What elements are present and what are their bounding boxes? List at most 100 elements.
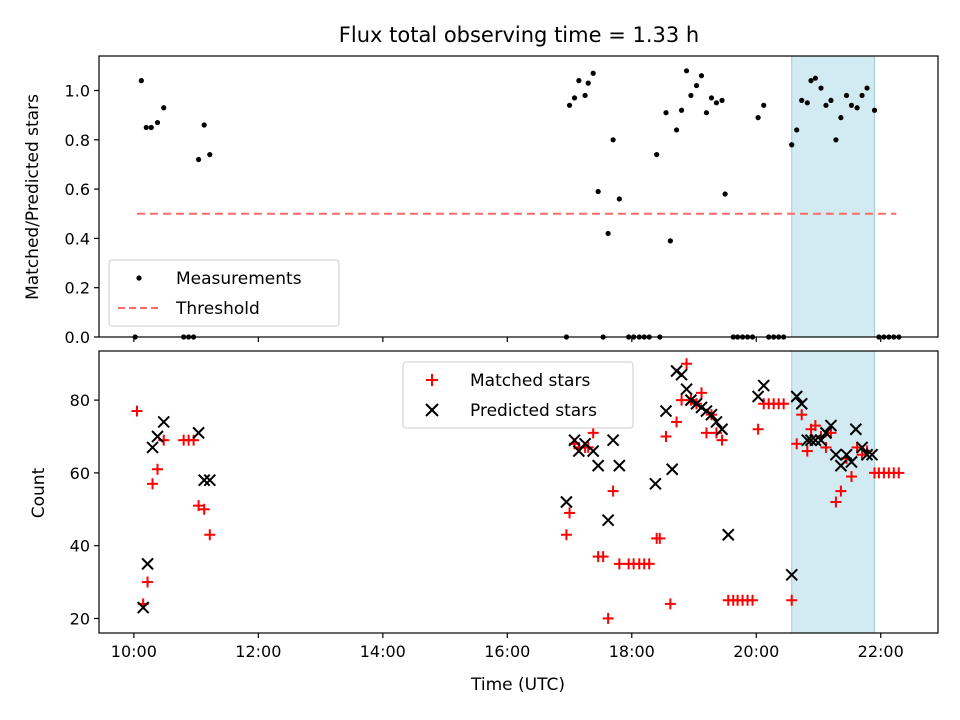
count-points: [131, 358, 905, 624]
predicted-star-point: [560, 495, 573, 509]
y-tick-label: 80: [70, 391, 90, 410]
y-tick-label: 1.0: [65, 82, 90, 101]
predicted-star-point: [795, 397, 808, 410]
predicted-star-point: [715, 423, 729, 436]
predicted-star-point: [675, 368, 688, 381]
bottom-x-ticks: 10:00 12:00 14:00 16:00 18:00 20:00 22:00: [111, 633, 904, 661]
matched-star-point: [716, 434, 728, 446]
matched-star-point: [204, 529, 216, 541]
predicted-star-point: [814, 433, 828, 447]
measurement-point: [854, 105, 860, 111]
predicted-star-point: [613, 459, 626, 472]
y-tick-label: 0.2: [65, 279, 90, 298]
matched-star-point: [152, 463, 164, 475]
measurement-point: [693, 82, 700, 89]
top-x-ticks: [133, 337, 882, 342]
x-tick-label: 12:00: [235, 642, 281, 661]
top-y-axis-label: Matched/Predicted stars: [23, 94, 43, 300]
matched-star-point: [835, 485, 847, 497]
legend-predicted-label: Predicted stars: [470, 401, 597, 421]
predicted-star-point: [849, 423, 863, 436]
measurement-point: [663, 110, 669, 116]
matched-star-point: [710, 427, 722, 439]
measurement-point: [566, 102, 573, 108]
y-tick-label: 60: [70, 464, 90, 483]
matched-star-point: [654, 532, 666, 544]
predicted-star-point: [601, 513, 615, 527]
bottom-legend: Matched stars Predicted stars: [402, 361, 634, 429]
bottom-panel: 10:00 12:00 14:00 16:00 18:00 20:00 22:00 20 40…: [29, 350, 939, 695]
predicted-star-point: [649, 477, 662, 491]
matched-star-point: [700, 427, 712, 439]
bottom-highlight-span: [791, 350, 876, 634]
predicted-star-point: [834, 459, 848, 472]
measurement-point: [195, 156, 202, 163]
predicted-star-point: [824, 419, 838, 432]
top-axes-frame: [98, 55, 939, 338]
measurement-point: [595, 188, 601, 195]
legend-measurements-marker: [136, 275, 142, 281]
bottom-legend-frame: [402, 361, 634, 429]
matched-star-point: [747, 594, 759, 606]
legend-predicted-marker: [425, 403, 439, 417]
measurement-point: [799, 97, 805, 103]
measurement-point: [673, 127, 680, 133]
x-tick-label: 20:00: [733, 642, 779, 661]
matched-star-point: [778, 398, 790, 410]
bottom-y-axis-label: Count: [29, 467, 49, 518]
predicted-star-point: [666, 463, 679, 476]
predicted-star-point: [785, 568, 798, 581]
measurement-point: [719, 97, 725, 103]
measurement-point: [864, 85, 870, 91]
measurement-point: [138, 78, 144, 84]
measurement-point: [148, 124, 154, 131]
x-tick-label: 14:00: [360, 642, 406, 661]
predicted-star-point: [829, 448, 843, 461]
predicted-star-point: [197, 473, 211, 487]
matched-star-point: [791, 438, 803, 450]
matched-star-point: [602, 612, 614, 624]
measurement-point: [143, 124, 149, 131]
measurement-point: [812, 75, 818, 81]
matched-star-point: [681, 358, 693, 370]
measurement-point: [789, 142, 795, 148]
predicted-star-point: [710, 415, 723, 429]
measurement-point: [708, 95, 715, 101]
x-tick-label: 22:00: [858, 642, 904, 661]
measurement-point: [207, 151, 213, 158]
predicted-star-point: [606, 433, 620, 447]
measurement-point: [154, 119, 161, 126]
predicted-star-point: [751, 390, 765, 403]
predicted-star-point: [586, 444, 600, 458]
measurement-point: [582, 92, 588, 99]
matched-star-point: [830, 496, 842, 508]
matched-star-point: [695, 387, 707, 399]
measurement-point: [871, 107, 878, 113]
predicted-star-point: [684, 393, 698, 407]
measurement-point: [571, 95, 578, 101]
top-legend: Measurements Threshold: [108, 259, 340, 327]
legend-matched-label: Matched stars: [470, 371, 590, 391]
measurement-point: [833, 137, 839, 143]
predicted-star-point: [157, 415, 170, 429]
predicted-star-point: [705, 408, 718, 421]
matched-star-point: [597, 551, 609, 563]
measurement-point: [667, 238, 673, 244]
highlight-span-rect: [791, 55, 876, 338]
predicted-star-point: [819, 426, 833, 440]
measurement-point: [683, 68, 690, 74]
predicted-star-point: [568, 433, 581, 447]
predicted-star-point: [659, 404, 673, 418]
measurement-point: [703, 110, 710, 116]
matched-star-point: [142, 576, 154, 588]
top-panel: 0.0 0.2 0.4 0.6 0.8 1.0 Matched/Predicted sta…: [23, 55, 939, 347]
predicted-star-point: [804, 433, 818, 447]
measurement-point: [823, 102, 829, 108]
measurement-point: [755, 115, 761, 121]
matched-star-point: [587, 427, 599, 439]
y-tick-label: 0.4: [65, 229, 90, 248]
predicted-star-point: [865, 448, 879, 461]
measurement-point: [585, 80, 591, 86]
predicted-star-point: [136, 601, 150, 614]
